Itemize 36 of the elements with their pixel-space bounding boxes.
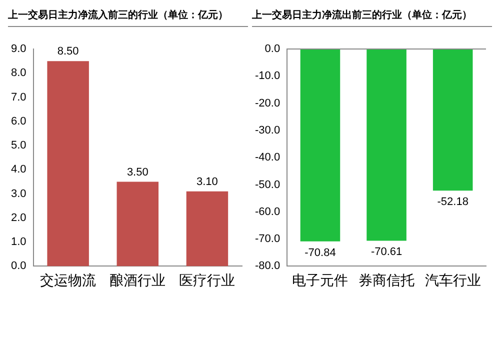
data-label: 8.50: [57, 46, 79, 58]
bar: [47, 61, 89, 266]
y-tick-label: 4.0: [10, 164, 26, 176]
x-tick-label: 汽车行业: [424, 273, 481, 290]
x-tick-label: 券商信托: [358, 273, 415, 290]
y-tick-label: -60.0: [254, 206, 280, 218]
x-tick-label: 医疗行业: [179, 273, 236, 290]
y-tick-label: 3.0: [10, 188, 26, 200]
data-label: -70.61: [370, 246, 402, 258]
y-tick-label: -20.0: [254, 97, 280, 110]
y-tick-label: 0.0: [264, 43, 280, 56]
bar: [116, 182, 159, 266]
data-label: -70.84: [304, 246, 336, 259]
y-tick-label: 7.0: [10, 91, 26, 104]
y-tick-label: -30.0: [254, 124, 280, 136]
y-tick-label: 6.0: [10, 115, 26, 128]
x-tick-label: 电子元件: [292, 273, 348, 290]
y-tick-label: 5.0: [10, 140, 26, 152]
x-tick-label: 交运物流: [40, 273, 96, 290]
y-tick-label: -50.0: [254, 178, 280, 191]
data-label: 3.50: [126, 166, 148, 178]
y-tick-label: 0.0: [10, 260, 26, 272]
chart-title: 上一交易日主力净流出前三的行业（单位：亿元）: [252, 8, 492, 27]
x-tick-label: 酿酒行业: [110, 273, 166, 290]
y-tick-label: -80.0: [254, 260, 280, 272]
y-tick-label: 1.0: [10, 236, 26, 248]
y-tick-label: 2.0: [10, 212, 26, 224]
data-label: 3.10: [196, 176, 218, 188]
chart-title: 上一交易日主力净流入前三的行业（单位：亿元）: [8, 8, 248, 27]
y-tick-label: 9.0: [10, 43, 26, 56]
y-tick-label: -40.0: [254, 152, 280, 164]
data-label: -52.18: [437, 196, 468, 208]
y-tick-label: -70.0: [254, 233, 280, 246]
y-tick-label: -10.0: [254, 70, 280, 82]
bar: [186, 191, 228, 266]
y-tick-label: 8.0: [10, 67, 26, 80]
